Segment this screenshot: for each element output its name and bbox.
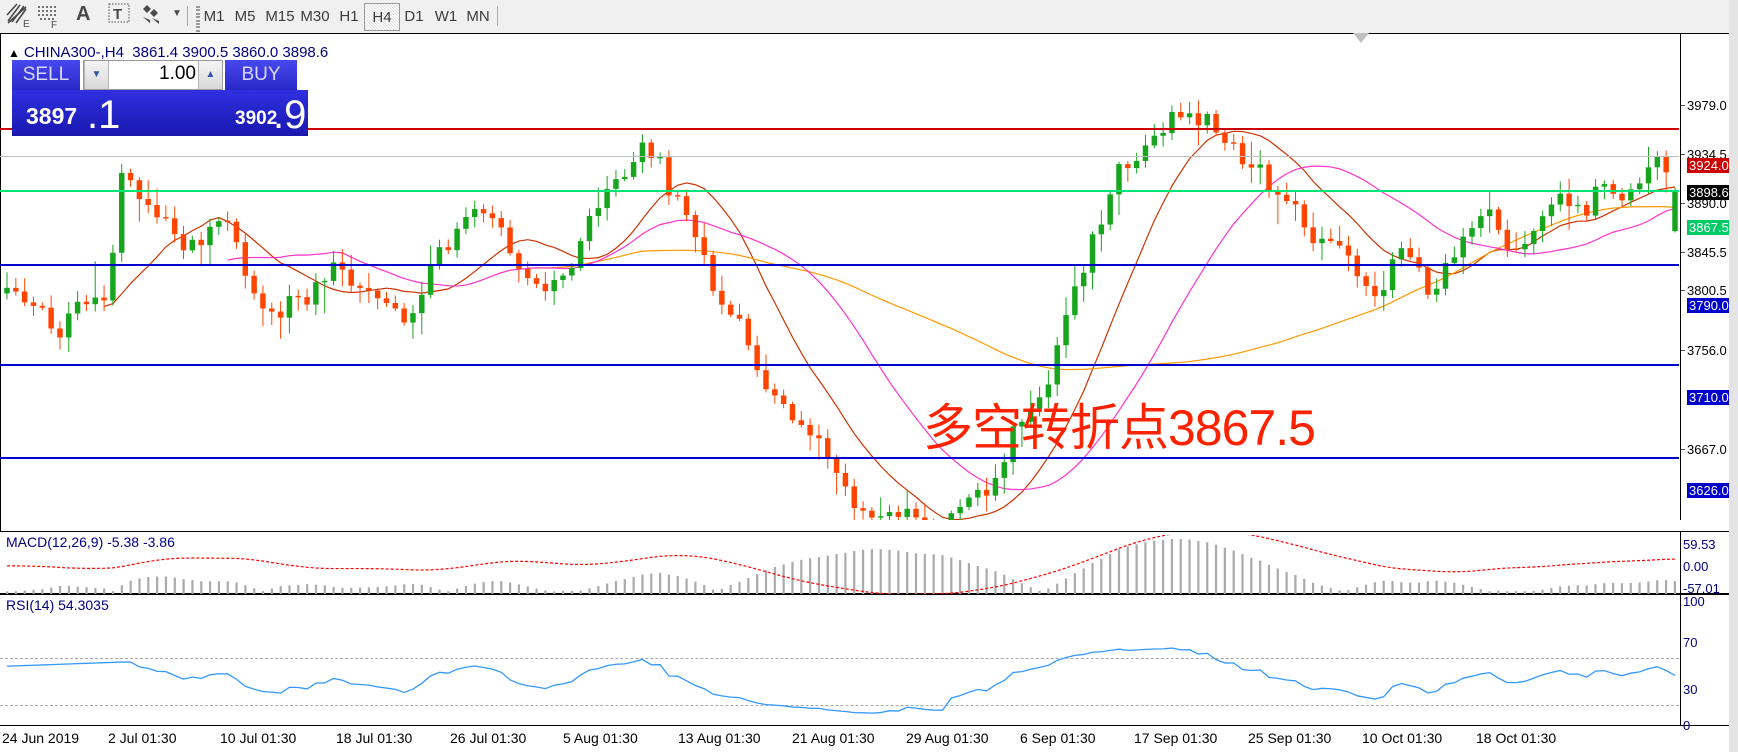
svg-text:T: T: [113, 6, 122, 23]
svg-text:E: E: [23, 19, 30, 29]
svg-text:F: F: [51, 20, 57, 29]
